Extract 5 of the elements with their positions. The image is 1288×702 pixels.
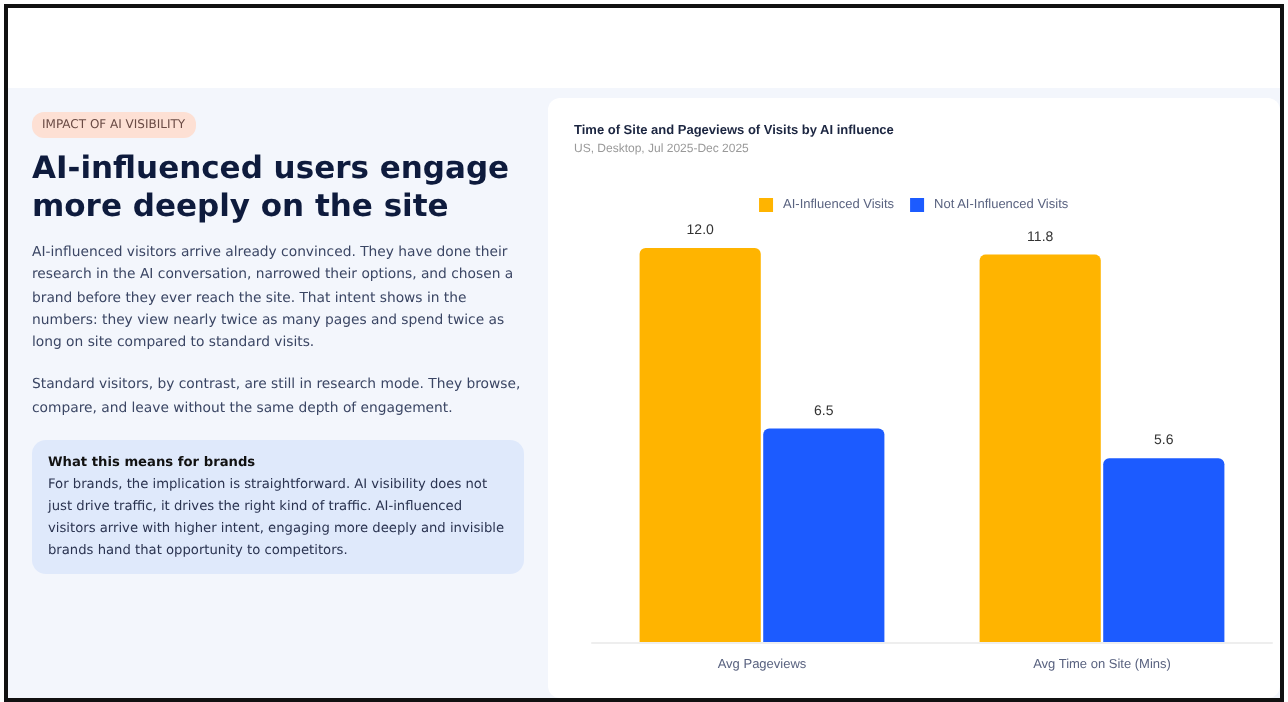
bar — [639, 248, 761, 642]
bar — [763, 428, 885, 642]
text: AI-influenced users engage more deeply on the site — [32, 150, 512, 226]
bar — [1103, 458, 1225, 642]
bar — [979, 254, 1101, 642]
